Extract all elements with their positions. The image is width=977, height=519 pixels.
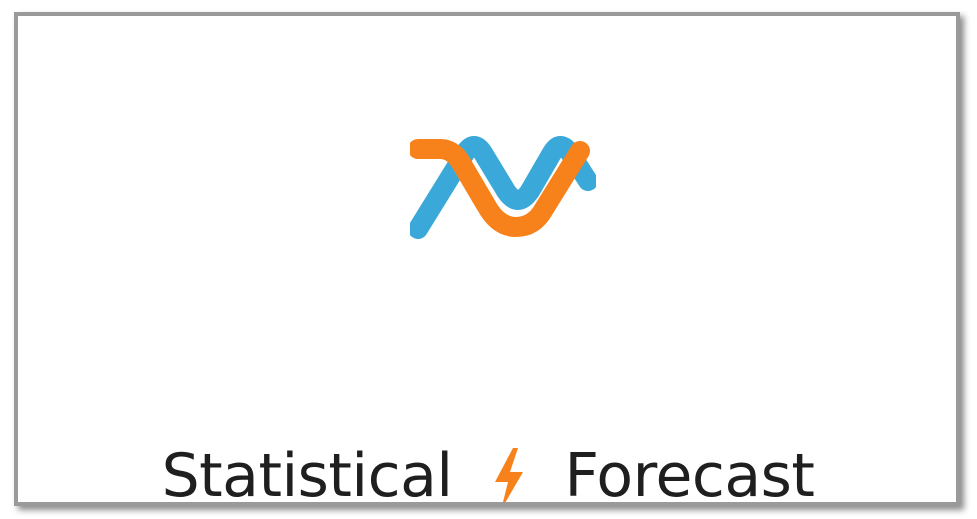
title-right: Forecast — [564, 441, 815, 506]
app-title: Statistical Forecast — [138, 431, 838, 506]
title-left: Statistical — [161, 441, 453, 506]
logo-icon — [410, 136, 596, 239]
app-panel: Statistical Forecast — [14, 12, 960, 506]
lightning-bolt-icon — [494, 448, 523, 502]
